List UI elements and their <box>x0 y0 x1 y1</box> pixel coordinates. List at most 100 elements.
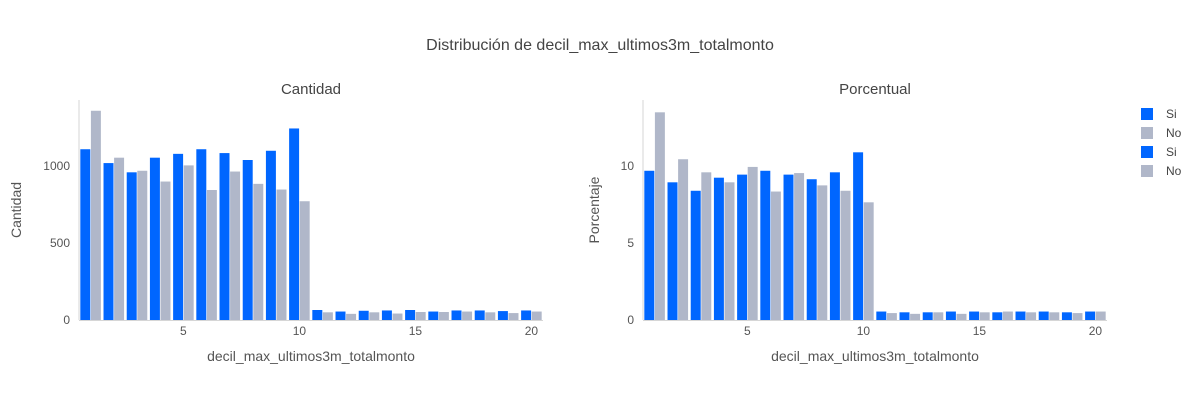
bar-porcentual-si-17[interactable] <box>1015 311 1026 320</box>
legend-item-no-2[interactable]: No <box>1141 164 1182 178</box>
bar-cantidad-no-18[interactable] <box>485 312 496 320</box>
bar-porcentual-si-1[interactable] <box>644 170 655 320</box>
bar-cantidad-si-16[interactable] <box>428 311 439 320</box>
bar-cantidad-si-20[interactable] <box>521 310 532 320</box>
bar-porcentual-no-14[interactable] <box>956 313 967 320</box>
x-axis-title-cantidad: decil_max_ultimos3m_totalmonto <box>207 348 415 364</box>
bar-porcentual-no-11[interactable] <box>886 313 897 320</box>
bar-cantidad-no-8[interactable] <box>253 183 264 320</box>
bar-porcentual-no-13[interactable] <box>933 312 944 320</box>
bar-cantidad-no-13[interactable] <box>369 312 380 320</box>
bar-cantidad-si-9[interactable] <box>265 150 276 320</box>
bar-porcentual-si-6[interactable] <box>760 170 771 320</box>
bar-cantidad-no-12[interactable] <box>346 313 357 320</box>
legend-item-no-1[interactable]: No <box>1141 126 1182 140</box>
bar-cantidad-si-6[interactable] <box>196 149 207 320</box>
bar-porcentual-si-5[interactable] <box>737 174 748 320</box>
bar-cantidad-no-7[interactable] <box>230 171 241 320</box>
bar-porcentual-si-16[interactable] <box>992 312 1003 320</box>
subplot-title-cantidad: Cantidad <box>281 81 341 98</box>
bar-cantidad-no-5[interactable] <box>183 165 194 320</box>
y-tick-label-cantidad-500: 500 <box>50 236 70 250</box>
bar-porcentual-no-5[interactable] <box>747 166 758 320</box>
bar-cantidad-no-6[interactable] <box>206 190 217 320</box>
bar-cantidad-no-11[interactable] <box>322 312 333 320</box>
bar-porcentual-si-15[interactable] <box>969 311 980 320</box>
bar-cantidad-si-1[interactable] <box>80 149 91 320</box>
bar-porcentual-no-15[interactable] <box>979 312 990 320</box>
bar-cantidad-no-19[interactable] <box>508 313 519 320</box>
legend-swatch-si-1 <box>1141 108 1153 120</box>
bar-cantidad-no-10[interactable] <box>299 201 310 320</box>
bar-cantidad-si-7[interactable] <box>219 153 230 320</box>
y-axis-title-cantidad: Cantidad <box>8 182 24 238</box>
legend-swatch-no-2 <box>1141 165 1153 177</box>
bar-cantidad-si-12[interactable] <box>335 311 346 320</box>
bar-cantidad-si-17[interactable] <box>451 310 462 320</box>
bar-porcentual-si-11[interactable] <box>876 311 887 320</box>
bar-porcentual-si-4[interactable] <box>713 177 724 320</box>
bar-porcentual-si-12[interactable] <box>899 312 910 320</box>
bar-porcentual-no-19[interactable] <box>1072 313 1083 320</box>
bar-porcentual-si-8[interactable] <box>806 179 817 320</box>
bar-cantidad-si-14[interactable] <box>381 310 392 320</box>
bar-porcentual-no-1[interactable] <box>654 112 665 320</box>
bar-cantidad-si-4[interactable] <box>149 157 160 320</box>
bar-porcentual-no-17[interactable] <box>1026 312 1037 320</box>
bar-porcentual-si-10[interactable] <box>853 152 864 320</box>
x-tick-label-cantidad-15: 15 <box>409 324 423 338</box>
bar-cantidad-si-19[interactable] <box>497 311 508 320</box>
bar-porcentual-no-3[interactable] <box>701 172 712 320</box>
bar-cantidad-si-5[interactable] <box>173 153 184 320</box>
bar-cantidad-no-14[interactable] <box>392 313 403 320</box>
bar-porcentual-si-2[interactable] <box>667 182 678 320</box>
bar-porcentual-si-3[interactable] <box>690 190 701 320</box>
legend-label-si-1: Si <box>1166 107 1177 121</box>
legend-item-si-1[interactable]: Si <box>1141 107 1177 121</box>
bar-cantidad-no-20[interactable] <box>531 311 542 320</box>
y-tick-label-cantidad-0: 0 <box>63 313 70 327</box>
bar-cantidad-si-2[interactable] <box>103 163 114 320</box>
bar-cantidad-si-18[interactable] <box>474 310 485 320</box>
bar-cantidad-no-3[interactable] <box>137 170 148 320</box>
bar-cantidad-si-3[interactable] <box>126 172 137 320</box>
bar-cantidad-si-8[interactable] <box>242 160 253 320</box>
legend-item-si-2[interactable]: Si <box>1141 145 1177 159</box>
y-ticks-porcentual: 0 5 10 <box>621 159 635 327</box>
bar-porcentual-si-20[interactable] <box>1085 311 1096 320</box>
bar-porcentual-no-9[interactable] <box>840 190 851 320</box>
bar-cantidad-no-16[interactable] <box>438 312 449 320</box>
bar-cantidad-si-15[interactable] <box>405 310 416 320</box>
subplot-porcentual: Porcentual 0 5 10 5 10 15 20 decil_max_ultimo… <box>586 81 1107 364</box>
bar-porcentual-no-7[interactable] <box>794 173 805 320</box>
bar-cantidad-si-10[interactable] <box>289 128 300 320</box>
bar-porcentual-no-16[interactable] <box>1002 311 1013 320</box>
bar-porcentual-si-9[interactable] <box>829 172 840 320</box>
bar-porcentual-si-14[interactable] <box>945 311 956 320</box>
bar-porcentual-no-18[interactable] <box>1049 312 1060 320</box>
bar-cantidad-no-4[interactable] <box>160 181 171 320</box>
bar-porcentual-si-7[interactable] <box>783 174 794 320</box>
y-tick-label-porcentual-5: 5 <box>627 236 634 250</box>
bar-porcentual-no-6[interactable] <box>770 191 781 320</box>
bar-cantidad-no-2[interactable] <box>114 157 125 320</box>
x-tick-label-porcentual-5: 5 <box>744 324 751 338</box>
bar-porcentual-si-18[interactable] <box>1038 311 1049 320</box>
bar-porcentual-no-8[interactable] <box>817 185 828 320</box>
bar-porcentual-no-10[interactable] <box>863 202 874 320</box>
bar-cantidad-no-9[interactable] <box>276 189 287 320</box>
bar-porcentual-si-13[interactable] <box>922 312 933 320</box>
bar-cantidad-no-17[interactable] <box>462 311 473 320</box>
legend: Si No Si No <box>1141 107 1182 178</box>
bars-cantidad <box>80 110 542 321</box>
bar-cantidad-no-15[interactable] <box>415 312 426 320</box>
bar-cantidad-si-13[interactable] <box>358 310 369 320</box>
bar-porcentual-no-4[interactable] <box>724 182 735 320</box>
bar-porcentual-si-19[interactable] <box>1061 312 1072 320</box>
bar-cantidad-si-11[interactable] <box>312 310 323 320</box>
x-tick-label-porcentual-10: 10 <box>857 324 871 338</box>
bar-porcentual-no-2[interactable] <box>678 159 689 320</box>
bar-porcentual-no-12[interactable] <box>910 313 921 320</box>
bar-porcentual-no-20[interactable] <box>1095 311 1106 320</box>
bar-cantidad-no-1[interactable] <box>90 110 101 321</box>
